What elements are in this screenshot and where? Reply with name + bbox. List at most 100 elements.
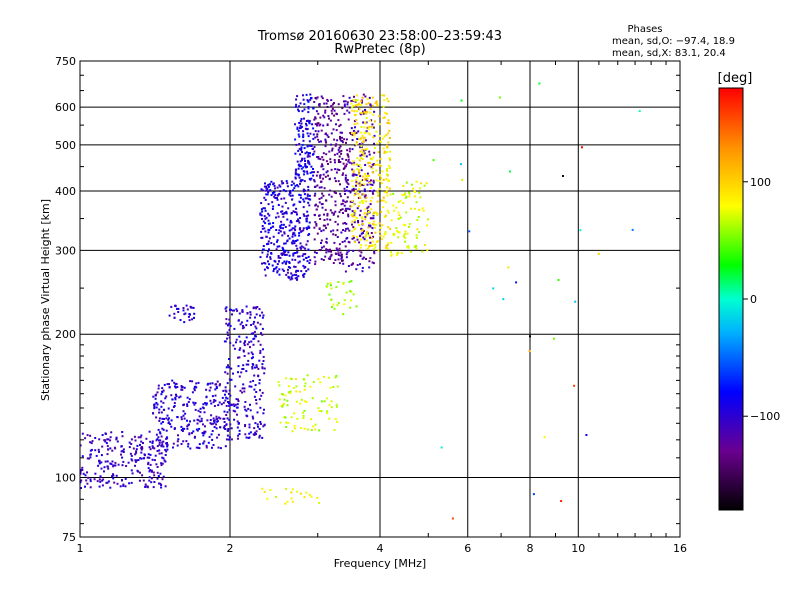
data-point: [300, 245, 303, 248]
data-point: [335, 286, 338, 288]
data-point: [302, 411, 304, 414]
data-point: [303, 214, 306, 217]
data-point: [361, 179, 364, 181]
data-point: [401, 194, 404, 196]
data-point: [425, 182, 428, 185]
data-point: [165, 395, 168, 398]
data-point: [377, 173, 380, 176]
data-point: [368, 125, 371, 128]
data-point: [245, 336, 248, 339]
data-point: [356, 182, 359, 185]
data-point: [163, 459, 166, 462]
data-point: [327, 376, 330, 379]
data-point: [460, 99, 463, 102]
data-point: [398, 231, 401, 234]
data-point: [298, 135, 301, 138]
data-point: [357, 197, 360, 199]
data-point: [280, 180, 283, 183]
data-point: [148, 479, 151, 482]
data-point: [276, 245, 279, 248]
data-point: [98, 485, 101, 488]
data-point: [297, 220, 300, 222]
data-point: [130, 458, 133, 461]
data-point: [368, 165, 371, 168]
data-point: [237, 365, 240, 368]
data-point: [342, 283, 345, 285]
data-point: [337, 252, 340, 255]
data-point: [355, 217, 358, 219]
data-point: [186, 419, 188, 422]
data-point: [188, 313, 191, 315]
data-point: [157, 384, 160, 387]
data-point: [285, 262, 287, 265]
data-point: [261, 225, 264, 227]
data-point: [122, 460, 125, 463]
data-point: [243, 344, 246, 347]
data-point: [161, 443, 164, 446]
data-point: [326, 123, 329, 126]
data-point: [343, 303, 346, 306]
data-point: [247, 359, 250, 362]
data-point: [292, 252, 295, 255]
data-point: [286, 239, 289, 242]
data-point: [297, 133, 300, 136]
data-point: [317, 378, 320, 381]
data-point: [138, 479, 141, 482]
data-point: [324, 175, 327, 178]
data-point: [276, 186, 279, 189]
data-point: [162, 440, 165, 443]
data-point: [358, 195, 361, 198]
data-point: [366, 172, 369, 175]
data-point: [285, 212, 288, 215]
data-point: [114, 461, 117, 464]
data-point: [300, 167, 303, 170]
data-point: [141, 474, 144, 477]
data-point: [252, 363, 255, 366]
data-point: [149, 453, 152, 456]
data-point: [333, 102, 335, 104]
data-point: [264, 222, 267, 225]
data-point: [330, 132, 333, 135]
data-point: [327, 174, 330, 177]
data-point: [413, 207, 416, 210]
data-point: [397, 236, 400, 239]
data-point: [374, 163, 377, 166]
data-point: [324, 138, 327, 141]
data-point: [241, 391, 243, 394]
data-point: [276, 271, 279, 274]
data-point: [193, 436, 196, 439]
data-point: [220, 403, 223, 406]
data-point: [336, 139, 339, 142]
data-point: [387, 226, 390, 228]
data-point: [150, 469, 153, 472]
data-point: [255, 364, 258, 367]
data-point: [354, 188, 357, 191]
data-point: [361, 148, 364, 151]
data-point: [299, 124, 302, 127]
data-point: [208, 435, 211, 438]
data-point: [329, 189, 332, 192]
data-point: [256, 423, 259, 426]
data-point: [303, 427, 306, 430]
data-point: [389, 227, 392, 230]
data-point: [295, 390, 298, 393]
data-point: [374, 243, 377, 246]
data-point: [306, 197, 309, 200]
data-point: [299, 102, 302, 105]
data-point: [413, 190, 416, 193]
data-point: [296, 251, 299, 254]
data-point: [306, 119, 309, 122]
data-point: [295, 220, 298, 223]
data-point: [290, 211, 293, 214]
data-point: [307, 234, 310, 237]
data-point: [269, 183, 271, 186]
data-point: [344, 201, 347, 204]
data-point: [260, 236, 263, 239]
data-point: [121, 479, 123, 481]
data-point: [355, 163, 358, 166]
data-point: [331, 211, 334, 214]
chart-title: Tromsø 20160630 23:58:00–23:59:43: [257, 29, 502, 44]
data-point: [101, 479, 104, 482]
data-point: [227, 428, 230, 430]
data-point: [372, 113, 375, 116]
